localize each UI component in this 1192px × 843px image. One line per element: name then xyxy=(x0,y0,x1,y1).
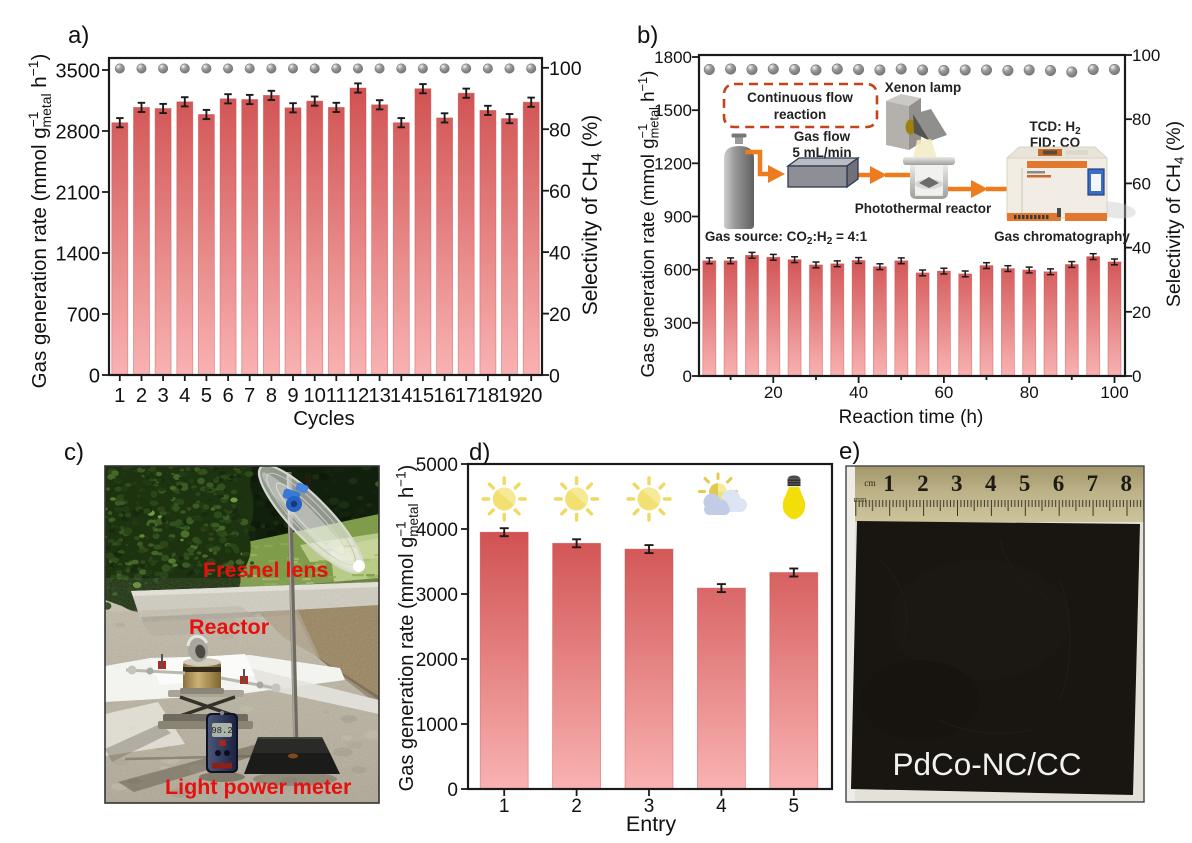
svg-text:c): c) xyxy=(64,439,84,466)
svg-text:700: 700 xyxy=(67,304,100,326)
svg-text:80: 80 xyxy=(1132,110,1151,129)
svg-text:18: 18 xyxy=(477,385,500,407)
svg-text:40: 40 xyxy=(849,383,868,402)
svg-text:Gas generation rate (mmol g−1m: Gas generation rate (mmol g−1metal h−1) xyxy=(25,54,54,389)
svg-text:Entry: Entry xyxy=(626,812,676,836)
svg-text:60: 60 xyxy=(934,383,953,402)
svg-text:0: 0 xyxy=(89,365,100,387)
svg-text:1: 1 xyxy=(114,385,125,407)
svg-text:98.2: 98.2 xyxy=(211,726,233,736)
svg-text:2: 2 xyxy=(136,385,147,407)
svg-text:a): a) xyxy=(68,22,89,49)
svg-text:Gas generation rate (mmol g−1m: Gas generation rate (mmol g−1metal h−1) xyxy=(635,71,662,378)
svg-text:14: 14 xyxy=(390,385,413,407)
svg-text:4: 4 xyxy=(179,385,190,407)
svg-text:5: 5 xyxy=(201,385,212,407)
svg-text:3: 3 xyxy=(644,796,655,817)
svg-text:17: 17 xyxy=(455,385,478,407)
svg-text:4: 4 xyxy=(985,471,997,496)
svg-text:1800: 1800 xyxy=(654,48,692,67)
svg-text:5 mL/min: 5 mL/min xyxy=(792,145,851,160)
svg-text:d): d) xyxy=(469,439,490,466)
svg-text:0: 0 xyxy=(683,367,692,386)
svg-text:3500: 3500 xyxy=(56,60,101,82)
svg-text:6: 6 xyxy=(1053,471,1065,496)
svg-text:Reaction time (h): Reaction time (h) xyxy=(839,407,984,428)
svg-text:Gas source: CO2:H2 = 4:1: Gas source: CO2:H2 = 4:1 xyxy=(705,229,868,247)
svg-text:1200: 1200 xyxy=(654,154,692,173)
svg-text:9: 9 xyxy=(287,385,298,407)
svg-text:20: 20 xyxy=(1132,303,1151,322)
svg-text:1000: 1000 xyxy=(416,715,458,736)
svg-text:1: 1 xyxy=(499,796,510,817)
svg-text:300: 300 xyxy=(664,314,692,333)
svg-text:Continuous flow: Continuous flow xyxy=(747,90,853,105)
svg-text:cm: cm xyxy=(864,479,876,489)
svg-text:2800: 2800 xyxy=(56,121,101,143)
svg-text:5: 5 xyxy=(789,796,800,817)
svg-text:100: 100 xyxy=(1100,383,1128,402)
svg-text:40: 40 xyxy=(1132,239,1151,258)
svg-text:100: 100 xyxy=(1132,46,1160,65)
svg-text:4: 4 xyxy=(716,796,727,817)
svg-text:8: 8 xyxy=(1121,471,1133,496)
svg-text:80: 80 xyxy=(549,120,571,142)
svg-text:2: 2 xyxy=(571,796,582,817)
svg-text:20: 20 xyxy=(549,304,571,326)
svg-text:Gas chromatography: Gas chromatography xyxy=(994,229,1130,244)
svg-text:100: 100 xyxy=(549,58,582,80)
svg-text:Light power meter: Light power meter xyxy=(165,775,352,799)
svg-text:0: 0 xyxy=(447,780,458,801)
svg-text:3000: 3000 xyxy=(416,585,458,606)
svg-text:1: 1 xyxy=(883,471,895,496)
svg-text:20: 20 xyxy=(764,383,783,402)
svg-text:60: 60 xyxy=(1132,174,1151,193)
svg-text:0: 0 xyxy=(549,365,560,387)
svg-text:5000: 5000 xyxy=(416,455,458,476)
svg-text:PdCo-NC/CC: PdCo-NC/CC xyxy=(892,746,1081,782)
svg-text:FID: CO: FID: CO xyxy=(1030,135,1080,150)
svg-text:900: 900 xyxy=(664,208,692,227)
svg-text:Photothermal reactor: Photothermal reactor xyxy=(855,201,992,216)
svg-text:60: 60 xyxy=(549,181,571,203)
svg-text:3: 3 xyxy=(157,385,168,407)
svg-text:11: 11 xyxy=(326,385,347,407)
svg-text:600: 600 xyxy=(664,261,692,280)
svg-text:Gas generation rate (mmol g−1m: Gas generation rate (mmol g−1metal h−1) xyxy=(393,465,420,792)
svg-text:13: 13 xyxy=(368,385,391,407)
svg-text:12: 12 xyxy=(347,385,370,407)
svg-text:80: 80 xyxy=(1020,383,1039,402)
svg-text:reaction: reaction xyxy=(774,107,827,122)
svg-text:3: 3 xyxy=(951,471,963,496)
svg-text:4000: 4000 xyxy=(416,520,458,541)
svg-text:2: 2 xyxy=(917,471,929,496)
svg-text:Selectivity of CH4 (%): Selectivity of CH4 (%) xyxy=(1163,121,1187,307)
svg-text:e): e) xyxy=(839,438,860,465)
svg-text:15: 15 xyxy=(412,385,435,407)
svg-text:Gas flow: Gas flow xyxy=(794,129,851,144)
svg-text:2000: 2000 xyxy=(416,650,458,671)
svg-text:Reactor: Reactor xyxy=(189,615,270,639)
svg-text:1400: 1400 xyxy=(56,243,101,265)
svg-text:Fresnel lens: Fresnel lens xyxy=(203,558,329,582)
svg-text:Cycles: Cycles xyxy=(293,407,355,430)
svg-text:2100: 2100 xyxy=(56,182,101,204)
svg-text:40: 40 xyxy=(549,242,571,264)
svg-text:19: 19 xyxy=(498,385,521,407)
svg-text:Xenon lamp: Xenon lamp xyxy=(885,80,962,95)
svg-text:b): b) xyxy=(637,22,658,49)
svg-text:Selectivity of CH4 (%): Selectivity of CH4 (%) xyxy=(579,115,605,316)
svg-text:1500: 1500 xyxy=(654,101,692,120)
svg-text:7: 7 xyxy=(244,385,255,407)
svg-text:10: 10 xyxy=(303,385,326,407)
svg-text:7: 7 xyxy=(1087,471,1099,496)
svg-text:TCD: H2: TCD: H2 xyxy=(1029,119,1081,137)
svg-text:16: 16 xyxy=(433,385,456,407)
svg-text:20: 20 xyxy=(520,385,543,407)
svg-text:5: 5 xyxy=(1019,471,1031,496)
svg-text:6: 6 xyxy=(222,385,233,407)
svg-text:8: 8 xyxy=(266,385,277,407)
svg-text:0: 0 xyxy=(1132,367,1141,386)
